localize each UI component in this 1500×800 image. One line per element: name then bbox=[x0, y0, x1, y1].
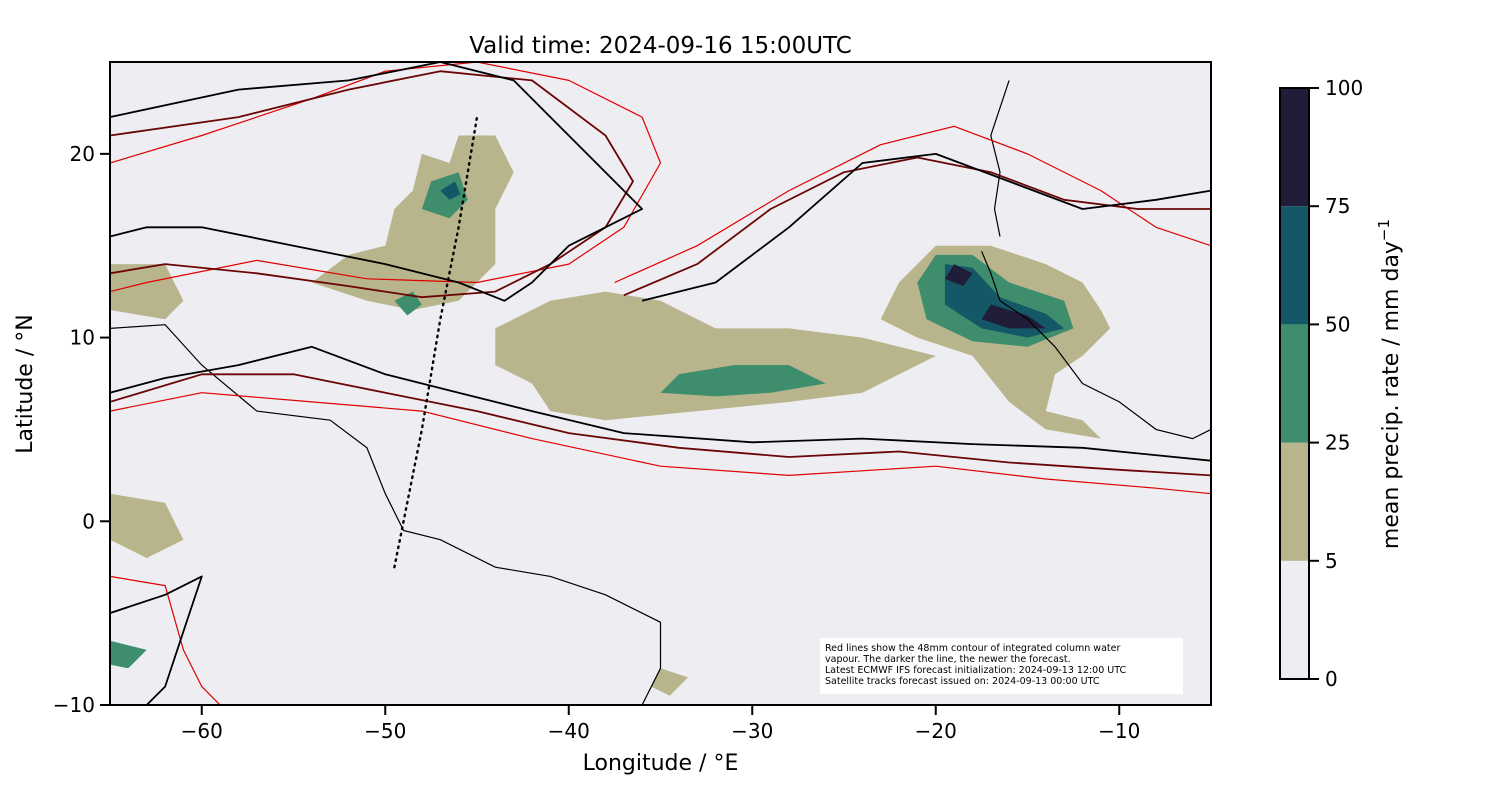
annotation-line-3: Latest ECMWF IFS forecast initialization… bbox=[825, 665, 1126, 676]
y-axis-ticks: −10 0 10 20 bbox=[53, 142, 110, 717]
colorbar-tick-label: 5 bbox=[1325, 549, 1338, 573]
annotation-line-2: vapour. The darker the line, the newer t… bbox=[825, 654, 1071, 665]
colorbar: 0 5 25 50 75 100 mean precip. rate / mm day−1 bbox=[1279, 76, 1404, 691]
cwv-contour-newest-10 bbox=[641, 152, 1211, 302]
y-tick-label: 0 bbox=[82, 509, 95, 533]
coastline-2 bbox=[990, 80, 1010, 237]
precip-area-9 bbox=[944, 264, 973, 287]
colorbar-tick-label: 100 bbox=[1325, 76, 1363, 100]
x-tick-label: −20 bbox=[915, 719, 957, 743]
cwv-contour-oldest-3 bbox=[110, 575, 221, 705]
colorbar-label-text: mean precip. rate / mm day bbox=[1379, 241, 1404, 549]
colorbar-blocks bbox=[1280, 88, 1309, 679]
precip-layer bbox=[110, 135, 1111, 696]
colorbar-tick-label: 25 bbox=[1325, 431, 1350, 455]
x-axis-ticks: −60 −50 −40 −30 −20 −10 bbox=[181, 705, 1140, 743]
precip-area-10 bbox=[981, 304, 1046, 329]
cwv-contour-newest-8 bbox=[110, 345, 1211, 462]
y-tick-label: 20 bbox=[70, 142, 95, 166]
satellite-track-layer bbox=[393, 115, 479, 569]
colorbar-tick-label: 50 bbox=[1325, 312, 1350, 336]
precip-area-13 bbox=[110, 640, 147, 669]
colorbar-label-exponent: −1 bbox=[1375, 219, 1393, 241]
cwv-contour-older-5 bbox=[110, 373, 1211, 477]
cwv-contour-layer bbox=[110, 62, 1211, 705]
colorbar-label: mean precip. rate / mm day−1 bbox=[1375, 219, 1404, 549]
satellite-track bbox=[393, 115, 479, 569]
cwv-contour-oldest-2 bbox=[614, 125, 1211, 284]
x-axis-label: Longitude / °E bbox=[583, 751, 739, 776]
x-tick-label: −60 bbox=[181, 719, 223, 743]
colorbar-block bbox=[1280, 206, 1309, 325]
x-tick-label: −10 bbox=[1098, 719, 1140, 743]
map-layers bbox=[110, 62, 1211, 705]
map-axes: −60 −50 −40 −30 −20 −10 −10 0 10 20 bbox=[53, 61, 1212, 743]
precip-area-8 bbox=[944, 264, 1065, 338]
precip-area-11 bbox=[110, 264, 184, 320]
annotation-background bbox=[820, 638, 1183, 694]
y-tick-label: 10 bbox=[70, 326, 95, 350]
cwv-contour-oldest-1 bbox=[110, 392, 1211, 495]
precip-area-14 bbox=[651, 668, 688, 696]
x-tick-label: −30 bbox=[731, 719, 773, 743]
cwv-contour-oldest-0 bbox=[110, 62, 662, 293]
cwv-contour-newest-7 bbox=[110, 62, 643, 302]
precip-area-0 bbox=[311, 135, 514, 310]
precip-area-12 bbox=[110, 493, 184, 558]
colorbar-block bbox=[1280, 324, 1309, 443]
colorbar-ticks: 0 5 25 50 75 100 bbox=[1309, 76, 1363, 691]
precip-area-4 bbox=[495, 291, 936, 421]
annotation-line-1: Red lines show the 48mm contour of integ… bbox=[825, 643, 1120, 654]
coastline-1 bbox=[981, 250, 1211, 440]
x-tick-label: −50 bbox=[364, 719, 406, 743]
map-frame bbox=[109, 61, 1212, 706]
precip-area-2 bbox=[440, 181, 461, 200]
precip-area-3 bbox=[394, 291, 422, 316]
colorbar-frame bbox=[1279, 87, 1310, 680]
colorbar-tick-label: 75 bbox=[1325, 194, 1350, 218]
y-tick-label: −10 bbox=[53, 693, 95, 717]
colorbar-block bbox=[1280, 88, 1309, 207]
precip-area-5 bbox=[660, 365, 826, 397]
precip-area-1 bbox=[421, 172, 468, 219]
annotation-line-4: Satellite tracks forecast issued on: 202… bbox=[825, 676, 1100, 687]
annotation-box: Red lines show the 48mm contour of integ… bbox=[820, 638, 1183, 694]
coastline-layer bbox=[110, 80, 1211, 705]
y-axis-label: Latitude / °N bbox=[13, 314, 38, 453]
coastline-0 bbox=[110, 324, 662, 705]
x-tick-label: −40 bbox=[548, 719, 590, 743]
cwv-contour-newest-9 bbox=[110, 575, 203, 705]
colorbar-block bbox=[1280, 560, 1309, 679]
colorbar-tick-label: 0 bbox=[1325, 667, 1338, 691]
colorbar-block bbox=[1280, 442, 1309, 561]
plot-title: Valid time: 2024-09-16 15:00UTC bbox=[469, 33, 852, 59]
